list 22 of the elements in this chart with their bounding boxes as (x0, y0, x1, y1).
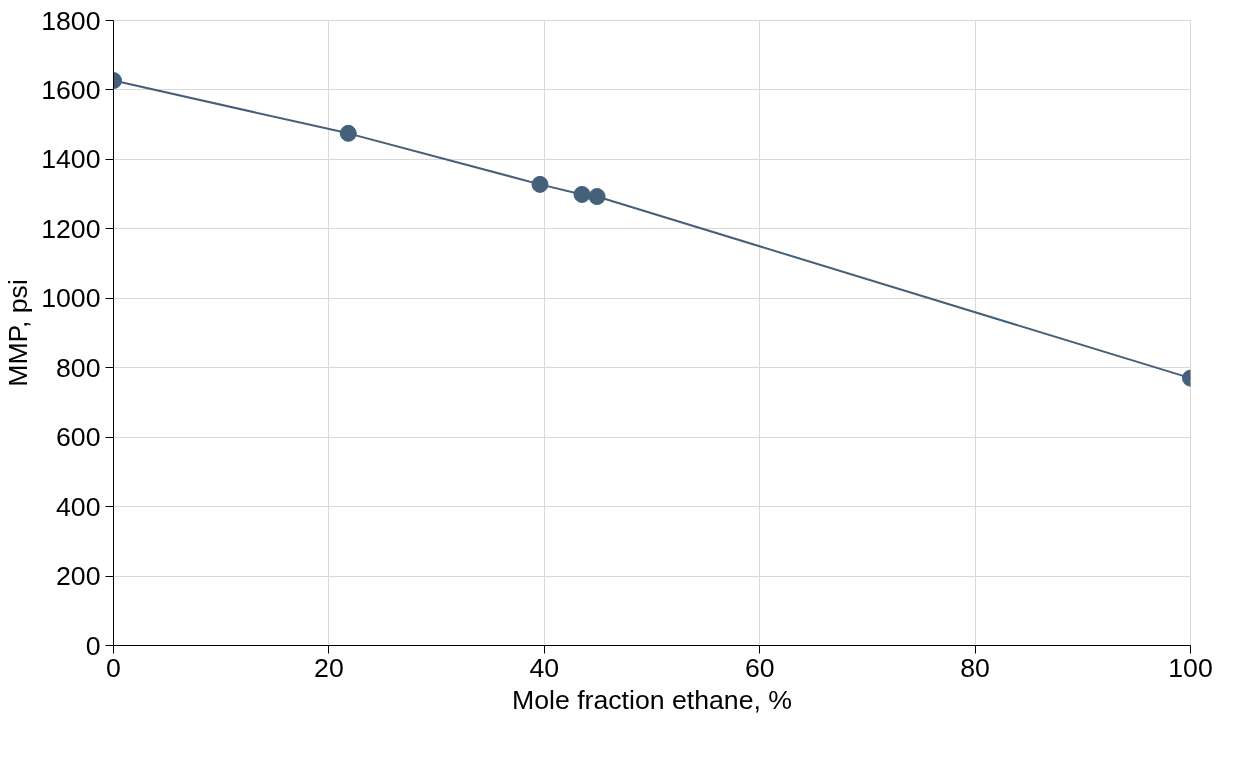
y-tick-label: 1200 (41, 213, 101, 244)
x-tick-label: 80 (960, 652, 990, 683)
y-tick-label: 800 (56, 352, 101, 383)
point (573, 185, 591, 203)
y-tick-label: 1400 (41, 144, 101, 175)
x-tick-label: 100 (1168, 652, 1213, 683)
point (339, 124, 357, 142)
x-tick-label: 0 (106, 652, 121, 683)
y-tick-label: 0 (85, 630, 101, 661)
y-tick-label: 1800 (41, 5, 101, 36)
x-axis-title: Mole fraction ethane, % (511, 684, 793, 715)
y-tick-label: 400 (56, 491, 101, 522)
y-tick-label: 1000 (41, 283, 101, 314)
point (588, 188, 606, 206)
point (531, 175, 549, 193)
y-axis-title: MMP, psi (3, 279, 34, 387)
x-tick-label: 40 (529, 652, 560, 683)
x-tick-label: 60 (744, 652, 775, 683)
y-tick-label: 600 (56, 422, 101, 453)
x-tick-label: 20 (314, 652, 344, 683)
y-tick-label: 1600 (41, 74, 101, 105)
y-tick-label: 200 (56, 561, 101, 592)
